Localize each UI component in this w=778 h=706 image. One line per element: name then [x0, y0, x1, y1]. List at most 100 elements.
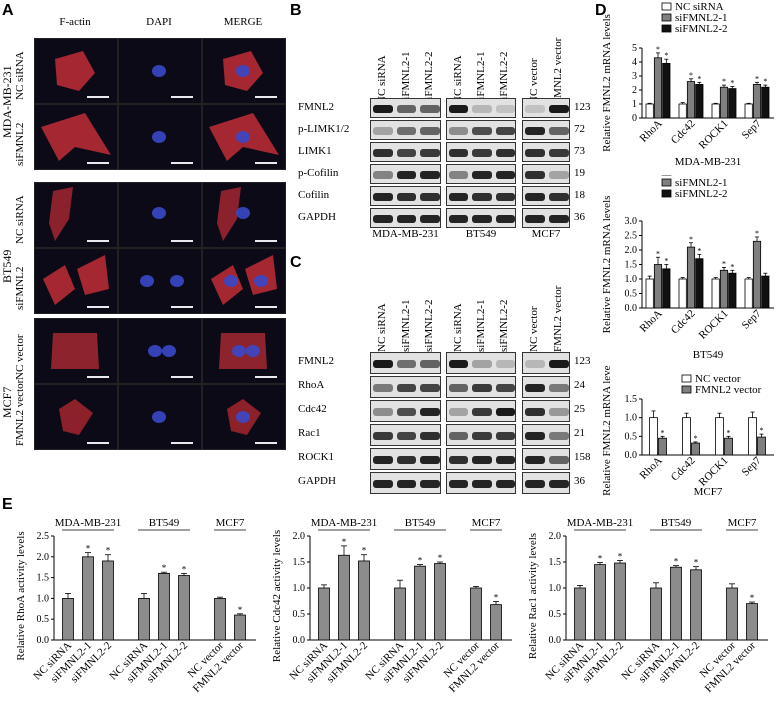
blot-band: [396, 105, 417, 113]
nucleus: [152, 207, 166, 219]
blot-band: [495, 171, 515, 179]
y-tick-label: 5: [632, 43, 637, 54]
blot-band: [525, 360, 545, 368]
bar: [318, 587, 330, 641]
scale-bar: [87, 442, 109, 444]
significance-star: *: [618, 551, 623, 561]
bar: [728, 88, 737, 119]
scale-bar: [87, 306, 109, 308]
nucleus: [152, 65, 166, 77]
y-tick-label: 0.0: [625, 303, 638, 314]
blot-strip: [370, 164, 441, 184]
blot-strip: [522, 142, 570, 162]
blot-band: [495, 456, 515, 464]
kda-label: 19: [574, 167, 585, 179]
blot-strip: [446, 142, 516, 162]
blot-strip: [446, 164, 516, 184]
blot-band: [373, 149, 393, 157]
blot-band: [420, 127, 440, 135]
bar: [719, 269, 729, 309]
bar: [744, 278, 753, 309]
cell-image: [219, 333, 267, 369]
blot-band: [525, 127, 545, 135]
significance-star: *: [689, 71, 693, 80]
blot-band: [420, 408, 440, 416]
bar: [695, 84, 704, 119]
micrograph-tile: [118, 38, 202, 104]
bar: [394, 587, 406, 641]
y-tick-label: 1.0: [293, 583, 306, 594]
micrograph-tile: [118, 182, 202, 248]
blot-band: [420, 360, 440, 368]
blot-band: [373, 432, 393, 440]
blot-strip: [446, 448, 516, 470]
blot-band: [525, 171, 545, 179]
protein-label: FMNL2: [298, 101, 335, 113]
row-label: FMNL2 vector: [14, 379, 26, 446]
bar: [645, 278, 654, 309]
kda-label: 123: [574, 101, 591, 113]
blot-band: [549, 408, 569, 416]
blot-band: [472, 215, 492, 223]
x-tick-label: ROCK1: [697, 118, 731, 152]
blot-strip: [370, 472, 441, 494]
group-label: BT549: [149, 517, 180, 529]
bar: [752, 84, 762, 119]
cell-image: [43, 255, 109, 305]
legend-label: FMNL2 vector: [695, 384, 762, 396]
blot-band: [396, 480, 417, 488]
blot-band: [549, 384, 569, 392]
significance-star: *: [418, 556, 423, 566]
blot-band: [449, 456, 469, 464]
nucleus: [236, 207, 250, 219]
bar: [614, 562, 626, 641]
bar: [715, 417, 724, 456]
legend-label: NC siRNA: [675, 1, 724, 13]
blot-band: [373, 193, 393, 201]
group-label: MCF7: [728, 517, 757, 529]
blot-band: [449, 432, 469, 440]
bar: [686, 81, 696, 119]
group-label: MCF7: [0, 386, 14, 418]
cell-image: [152, 131, 166, 143]
nucleus: [232, 345, 246, 357]
significance-star: *: [656, 249, 660, 258]
protein-label: GAPDH: [298, 211, 336, 223]
protein-label: p-LIMK1/2: [298, 123, 350, 135]
protein-label: RhoA: [298, 379, 325, 391]
blot-band: [472, 432, 492, 440]
y-tick-label: 3: [632, 71, 637, 82]
micrograph-tile: [202, 318, 286, 384]
bar: [358, 560, 370, 641]
bar: [744, 103, 753, 119]
y-tick-label: 3.0: [625, 216, 638, 227]
kda-label: 25: [574, 403, 585, 415]
cell-line-label: MDA-MB-231: [372, 228, 439, 240]
x-tick-label: Sep7: [740, 117, 764, 141]
legend-swatch: [661, 189, 672, 198]
cell-shape: [43, 265, 75, 305]
y-tick-label: 0.5: [549, 609, 562, 620]
bar: [761, 275, 770, 309]
blot-band: [495, 408, 515, 416]
y-tick-label: 2.0: [293, 531, 306, 542]
blot-band: [472, 480, 492, 488]
micrograph-tile: [202, 104, 286, 170]
cell-line-label: BT549: [465, 228, 497, 240]
significance-star: *: [494, 593, 499, 603]
y-tick-label: 0.5: [625, 431, 638, 442]
blot-band: [549, 105, 569, 113]
lane-label: FMNL2 vector: [552, 285, 564, 352]
blot-strip: [370, 424, 441, 446]
cell-shape: [41, 113, 111, 161]
blot-band: [373, 384, 393, 392]
cell-shape: [51, 333, 99, 369]
bar: [62, 598, 74, 641]
nucleus: [236, 65, 250, 77]
significance-star: *: [238, 605, 243, 615]
bar: [757, 436, 766, 456]
legend-swatch: [661, 2, 672, 11]
blot-band: [449, 127, 469, 135]
